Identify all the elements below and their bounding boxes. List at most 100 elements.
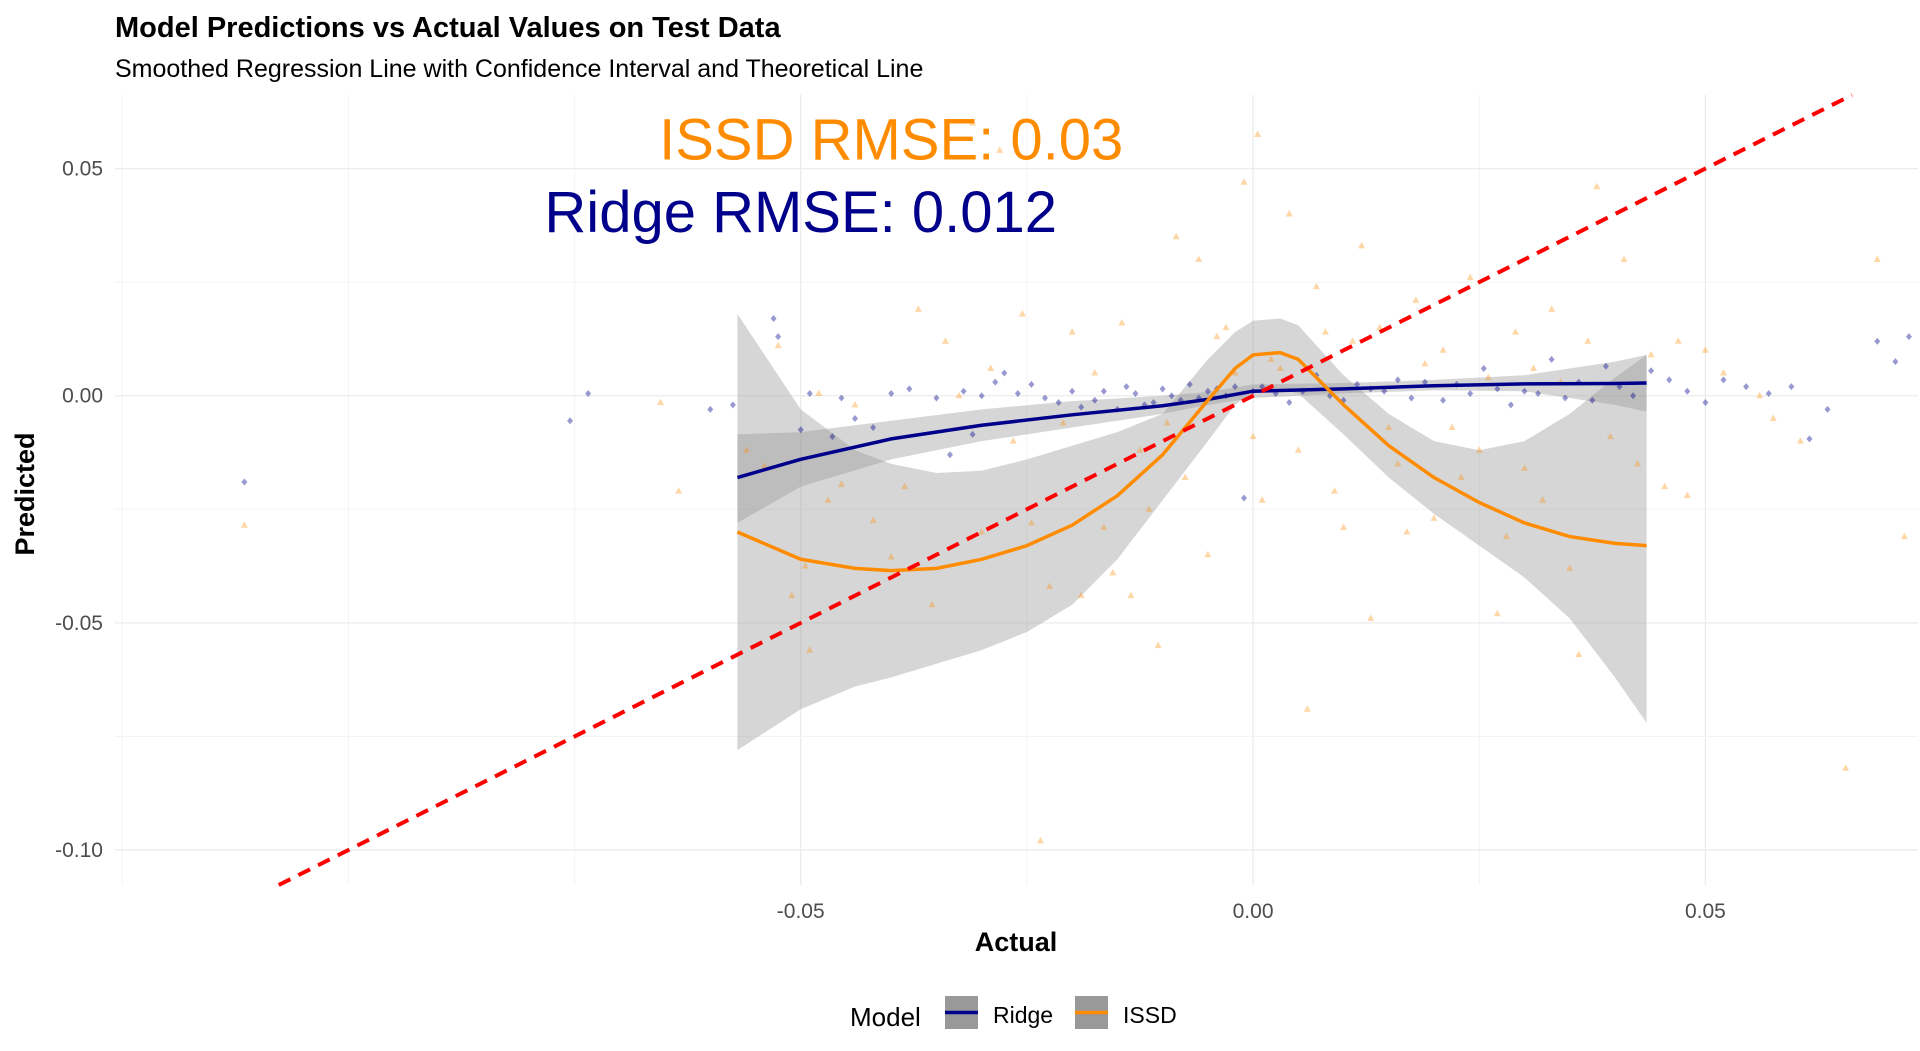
point-issd [1421, 359, 1429, 367]
point-ridge [1702, 399, 1709, 407]
point-issd [1046, 582, 1054, 590]
point-issd [837, 480, 845, 487]
point-issd [806, 646, 814, 653]
point-issd [1584, 337, 1592, 344]
x-tick-label: -0.05 [777, 900, 825, 923]
point-ridge [1892, 358, 1899, 366]
point-issd [978, 528, 986, 535]
point-issd [1258, 496, 1266, 503]
point-issd [1606, 432, 1614, 440]
point-issd [1204, 550, 1212, 558]
legend-label-ridge: Ridge [993, 1002, 1053, 1028]
point-ridge [1648, 367, 1655, 375]
point-issd [1091, 369, 1099, 376]
point-issd [1358, 241, 1366, 249]
point-issd [1539, 496, 1547, 503]
point-ridge [1055, 399, 1062, 407]
point-issd [1367, 614, 1375, 621]
y-axis-title: Predicted [10, 432, 40, 555]
point-issd [1484, 373, 1492, 381]
point-ridge [1480, 364, 1487, 372]
point-ridge [1589, 396, 1596, 404]
point-ridge [992, 378, 999, 386]
point-ridge [888, 389, 895, 397]
theoretical-line [277, 93, 1853, 887]
y-tick-label: -0.05 [55, 612, 103, 635]
point-issd [1439, 346, 1447, 353]
x-axis-title: Actual [975, 927, 1058, 957]
point-issd [1647, 350, 1655, 358]
point-ridge [797, 426, 804, 434]
point-issd [1100, 523, 1108, 530]
point-ridge [770, 315, 777, 323]
point-ridge [870, 424, 877, 432]
point-issd [1276, 364, 1284, 371]
point-issd [1254, 130, 1262, 138]
point-issd [1430, 514, 1438, 521]
point-issd [742, 446, 750, 453]
point-issd [1873, 255, 1881, 262]
point-ridge [829, 433, 836, 441]
point-ridge [1123, 383, 1130, 391]
point-issd [1181, 473, 1189, 481]
point-ridge [906, 385, 913, 393]
point-issd [1376, 323, 1384, 331]
point-ridge [1186, 380, 1193, 388]
point-ridge [1204, 387, 1211, 395]
point-ridge [1091, 396, 1098, 404]
point-ridge [1014, 389, 1021, 397]
point-ridge [1788, 383, 1795, 391]
point-issd [1027, 518, 1035, 526]
point-issd [1796, 437, 1804, 444]
point-issd [815, 389, 823, 396]
annotation-rmse: Ridge RMSE: 0.012 [544, 180, 1057, 245]
annotation-rmse: ISSD RMSE: 0.03 [659, 108, 1123, 173]
point-ridge [1874, 337, 1881, 345]
x-tick-label: 0.00 [1233, 900, 1274, 923]
legend: Model Ridge ISSD [850, 996, 1177, 1032]
point-issd [1349, 337, 1357, 344]
point-issd [1059, 418, 1067, 426]
point-ridge [1069, 387, 1076, 395]
point-issd [887, 553, 895, 560]
point-issd [955, 391, 963, 399]
chart-subtitle: Smoothed Regression Line with Confidence… [115, 55, 923, 83]
point-ridge [1354, 380, 1361, 388]
y-tick-label: -0.10 [55, 839, 103, 862]
y-tick-label: 0.00 [62, 385, 103, 408]
point-issd [788, 591, 796, 599]
smooth-line-issd [736, 350, 1647, 573]
point-ridge [585, 389, 592, 397]
point-issd [1900, 532, 1908, 540]
point-ridge [1168, 392, 1175, 400]
point-issd [824, 496, 832, 503]
point-issd [1634, 459, 1642, 467]
point-issd [1231, 369, 1239, 376]
point-issd [1502, 532, 1510, 540]
point-issd [1222, 323, 1230, 331]
point-ridge [1806, 435, 1813, 443]
point-ridge [960, 387, 967, 395]
point-ridge [241, 478, 248, 486]
point-ridge [852, 414, 859, 422]
point-ridge [775, 333, 782, 341]
point-issd [1077, 591, 1085, 599]
point-issd [1530, 364, 1538, 371]
point-ridge [1494, 385, 1501, 393]
point-issd [969, 119, 977, 126]
point-ridge [838, 394, 845, 402]
point-ridge [969, 430, 976, 438]
point-ridge [1548, 355, 1555, 363]
point-issd [1701, 346, 1709, 353]
point-issd [1674, 337, 1682, 344]
point-issd [774, 341, 782, 349]
point-ridge [1743, 383, 1750, 391]
point-ridge [1041, 394, 1048, 402]
point-ridge [1150, 399, 1157, 407]
point-issd [1163, 418, 1171, 426]
point-issd [1340, 523, 1348, 530]
point-ridge [1765, 389, 1772, 397]
chart-title: Model Predictions vs Actual Values on Te… [115, 12, 781, 44]
point-ridge [1521, 387, 1528, 395]
